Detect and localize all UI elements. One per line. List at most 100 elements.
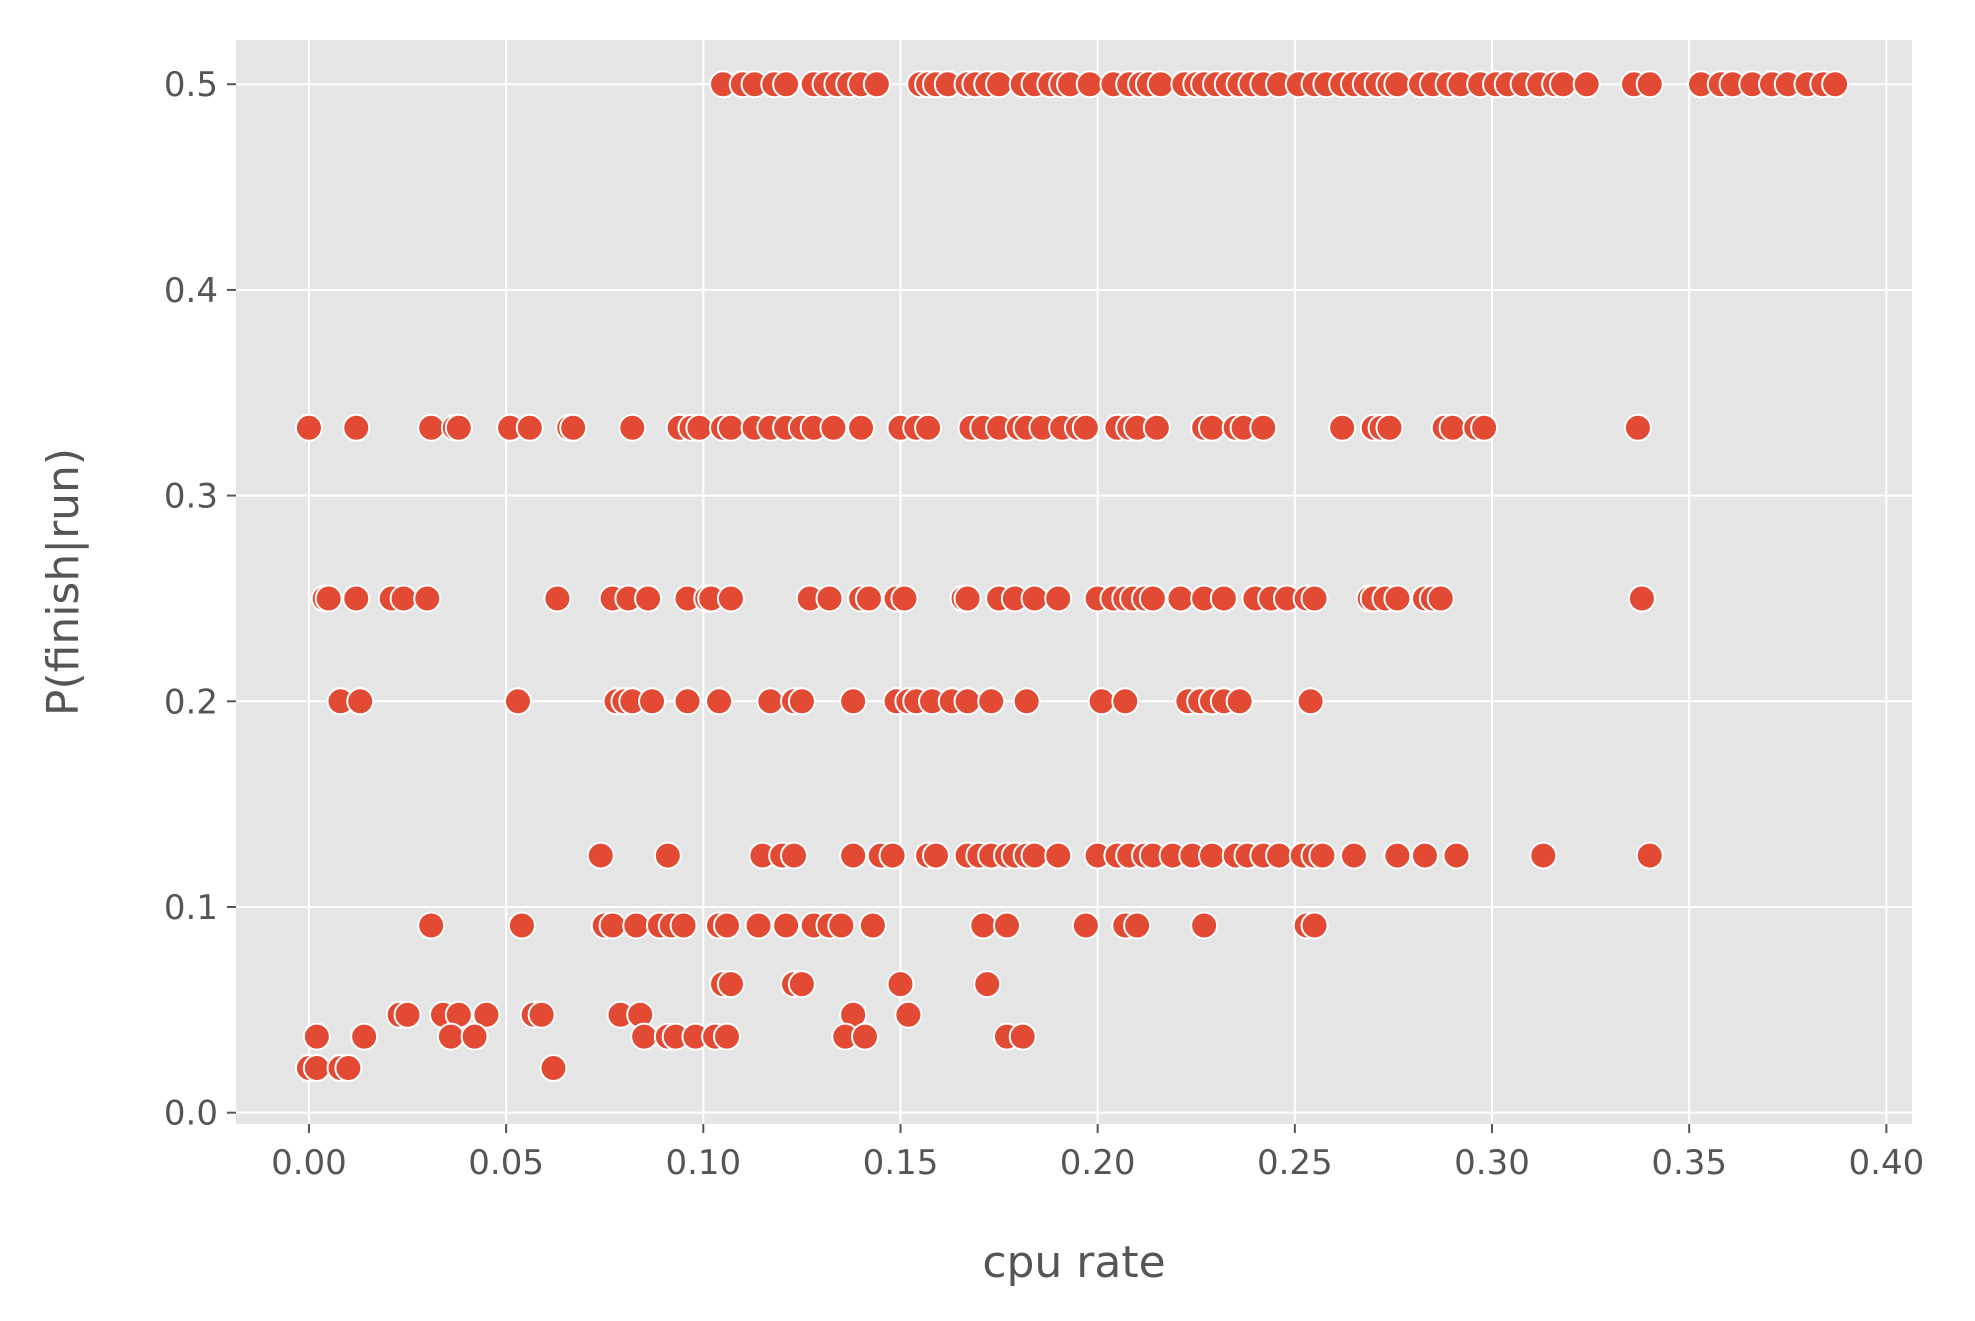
data-point bbox=[862, 70, 891, 99]
data-point bbox=[716, 413, 745, 442]
data-point bbox=[1087, 687, 1116, 716]
data-point bbox=[503, 687, 532, 716]
y-tick-label: 0.0 bbox=[164, 1094, 218, 1134]
data-point bbox=[413, 584, 442, 613]
data-point bbox=[294, 413, 323, 442]
x-tick-label: 0.15 bbox=[863, 1143, 939, 1183]
data-point bbox=[1225, 687, 1254, 716]
data-point bbox=[1146, 70, 1175, 99]
data-point bbox=[302, 1022, 331, 1051]
data-point bbox=[772, 70, 801, 99]
data-point bbox=[1410, 841, 1439, 870]
data-point bbox=[1383, 841, 1412, 870]
data-point bbox=[1623, 413, 1652, 442]
data-point bbox=[744, 911, 773, 940]
data-point bbox=[539, 1054, 568, 1083]
axis-ticks: 0.00 0.05 0.10 0.15 0.20 0.25 0.30 0.35 0.40 0.0 0… bbox=[164, 65, 1924, 1183]
data-point bbox=[1635, 841, 1664, 870]
data-point bbox=[1111, 687, 1140, 716]
data-point bbox=[618, 413, 647, 442]
data-point bbox=[417, 911, 446, 940]
data-point bbox=[787, 970, 816, 999]
x-tick-label: 0.40 bbox=[1849, 1143, 1925, 1183]
data-point bbox=[992, 911, 1021, 940]
x-tick-label: 0.00 bbox=[271, 1143, 347, 1183]
y-tick-label: 0.4 bbox=[164, 271, 218, 311]
data-point bbox=[436, 1022, 465, 1051]
data-point bbox=[1123, 911, 1152, 940]
y-tick-label: 0.5 bbox=[164, 65, 218, 105]
data-point bbox=[1198, 841, 1227, 870]
data-point bbox=[787, 687, 816, 716]
data-point bbox=[634, 584, 663, 613]
x-tick-label: 0.20 bbox=[1060, 1143, 1136, 1183]
data-point bbox=[890, 584, 919, 613]
data-point bbox=[969, 911, 998, 940]
data-point bbox=[302, 1054, 331, 1083]
data-point bbox=[1249, 413, 1278, 442]
data-point bbox=[350, 1022, 379, 1051]
data-point bbox=[1627, 584, 1656, 613]
data-point bbox=[953, 687, 982, 716]
data-point bbox=[1209, 584, 1238, 613]
data-point bbox=[1529, 841, 1558, 870]
data-point bbox=[839, 687, 868, 716]
data-point bbox=[1044, 841, 1073, 870]
data-point bbox=[1075, 70, 1104, 99]
data-point bbox=[543, 584, 572, 613]
data-point bbox=[827, 911, 856, 940]
data-point bbox=[515, 413, 544, 442]
data-point bbox=[1265, 841, 1294, 870]
data-point bbox=[342, 584, 371, 613]
data-point bbox=[1470, 413, 1499, 442]
data-point bbox=[460, 1022, 489, 1051]
data-point bbox=[850, 1022, 879, 1051]
data-point bbox=[1071, 911, 1100, 940]
x-tick-label: 0.30 bbox=[1454, 1143, 1530, 1183]
y-tick-label: 0.2 bbox=[164, 682, 218, 722]
data-point bbox=[346, 687, 375, 716]
data-point bbox=[559, 413, 588, 442]
data-point bbox=[953, 584, 982, 613]
data-point bbox=[1383, 70, 1412, 99]
data-point bbox=[878, 841, 907, 870]
y-tick-label: 0.1 bbox=[164, 888, 218, 928]
data-point bbox=[630, 1022, 659, 1051]
data-point bbox=[669, 911, 698, 940]
data-point bbox=[673, 687, 702, 716]
data-point bbox=[653, 841, 682, 870]
data-point bbox=[858, 911, 887, 940]
y-axis-label: P(finish|run) bbox=[38, 448, 89, 716]
x-tick-label: 0.10 bbox=[665, 1143, 741, 1183]
data-point bbox=[472, 1000, 501, 1029]
x-tick-label: 0.05 bbox=[468, 1143, 544, 1183]
data-points bbox=[294, 70, 1850, 1083]
data-point bbox=[839, 841, 868, 870]
data-point bbox=[1166, 584, 1195, 613]
data-point bbox=[1442, 841, 1471, 870]
data-point bbox=[527, 1000, 556, 1029]
data-point bbox=[1438, 413, 1467, 442]
data-point bbox=[1821, 70, 1850, 99]
data-point bbox=[342, 413, 371, 442]
data-point bbox=[1071, 413, 1100, 442]
data-point bbox=[1375, 413, 1404, 442]
data-point bbox=[314, 584, 343, 613]
data-point bbox=[780, 841, 809, 870]
data-point bbox=[1142, 413, 1171, 442]
data-point bbox=[712, 1022, 741, 1051]
x-axis-label: cpu rate bbox=[982, 1237, 1165, 1288]
data-point bbox=[685, 413, 714, 442]
data-point bbox=[1008, 1022, 1037, 1051]
data-point bbox=[1548, 70, 1577, 99]
data-point bbox=[977, 687, 1006, 716]
data-point bbox=[772, 911, 801, 940]
data-point bbox=[1296, 687, 1325, 716]
data-point bbox=[1308, 841, 1337, 870]
data-point bbox=[705, 687, 734, 716]
data-point bbox=[1020, 584, 1049, 613]
data-point bbox=[1339, 841, 1368, 870]
data-point bbox=[1572, 70, 1601, 99]
data-point bbox=[586, 841, 615, 870]
data-point bbox=[985, 70, 1014, 99]
